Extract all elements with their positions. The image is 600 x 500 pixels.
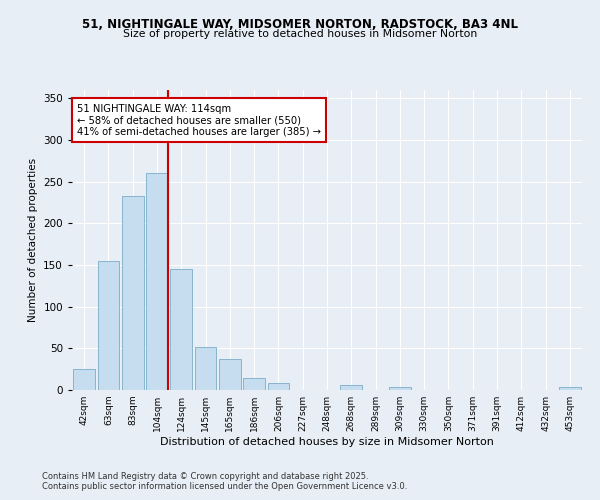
Text: 51, NIGHTINGALE WAY, MIDSOMER NORTON, RADSTOCK, BA3 4NL: 51, NIGHTINGALE WAY, MIDSOMER NORTON, RA…	[82, 18, 518, 30]
Bar	[559, 386, 581, 390]
Bar	[389, 386, 411, 390]
Text: Contains public sector information licensed under the Open Government Licence v3: Contains public sector information licen…	[42, 482, 407, 491]
Bar	[340, 385, 362, 390]
Y-axis label: Number of detached properties: Number of detached properties	[28, 158, 38, 322]
Bar	[97, 261, 119, 390]
Bar	[170, 269, 192, 390]
Bar	[73, 369, 95, 390]
X-axis label: Distribution of detached houses by size in Midsomer Norton: Distribution of detached houses by size …	[160, 437, 494, 447]
Text: Contains HM Land Registry data © Crown copyright and database right 2025.: Contains HM Land Registry data © Crown c…	[42, 472, 368, 481]
Bar	[194, 346, 217, 390]
Text: 51 NIGHTINGALE WAY: 114sqm
← 58% of detached houses are smaller (550)
41% of sem: 51 NIGHTINGALE WAY: 114sqm ← 58% of deta…	[77, 104, 321, 136]
Bar	[268, 384, 289, 390]
Bar	[219, 359, 241, 390]
Bar	[146, 174, 168, 390]
Bar	[243, 378, 265, 390]
Bar	[122, 196, 143, 390]
Text: Size of property relative to detached houses in Midsomer Norton: Size of property relative to detached ho…	[123, 29, 477, 39]
